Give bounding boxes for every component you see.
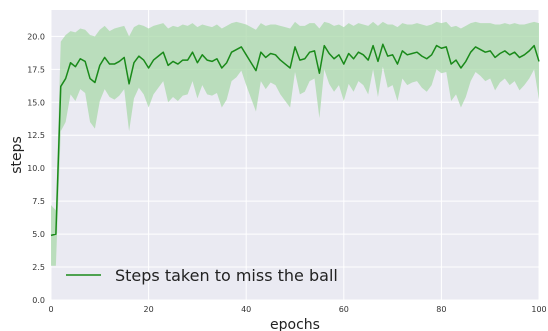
y-tick-label: 20.0 [27,32,45,41]
x-tick-label: 80 [436,305,446,314]
y-tick-label: 7.5 [32,197,45,206]
legend-label: Steps taken to miss the ball [115,266,338,285]
x-axis-ticks: 0 20 40 60 80 100 [48,305,546,314]
x-tick-label: 0 [48,305,53,314]
y-axis-ticks: 0.0 2.5 5.0 7.5 10.0 12.5 15.0 17.5 20.0 [27,32,45,305]
confidence-band [51,21,539,266]
y-axis-title: steps [9,136,25,174]
x-tick-label: 60 [339,305,349,314]
x-tick-label: 40 [241,305,251,314]
y-tick-label: 0.0 [32,296,45,305]
x-axis-title: epochs [270,317,320,331]
x-tick-label: 100 [531,305,546,314]
y-tick-label: 15.0 [27,98,45,107]
y-tick-label: 10.0 [27,164,45,173]
x-tick-label: 20 [144,305,154,314]
y-tick-label: 17.5 [27,65,45,74]
legend: Steps taken to miss the ball [66,266,338,285]
series-line [50,43,540,237]
y-tick-label: 5.0 [32,230,45,239]
y-tick-label: 2.5 [32,263,45,272]
y-tick-label: 12.5 [27,131,45,140]
